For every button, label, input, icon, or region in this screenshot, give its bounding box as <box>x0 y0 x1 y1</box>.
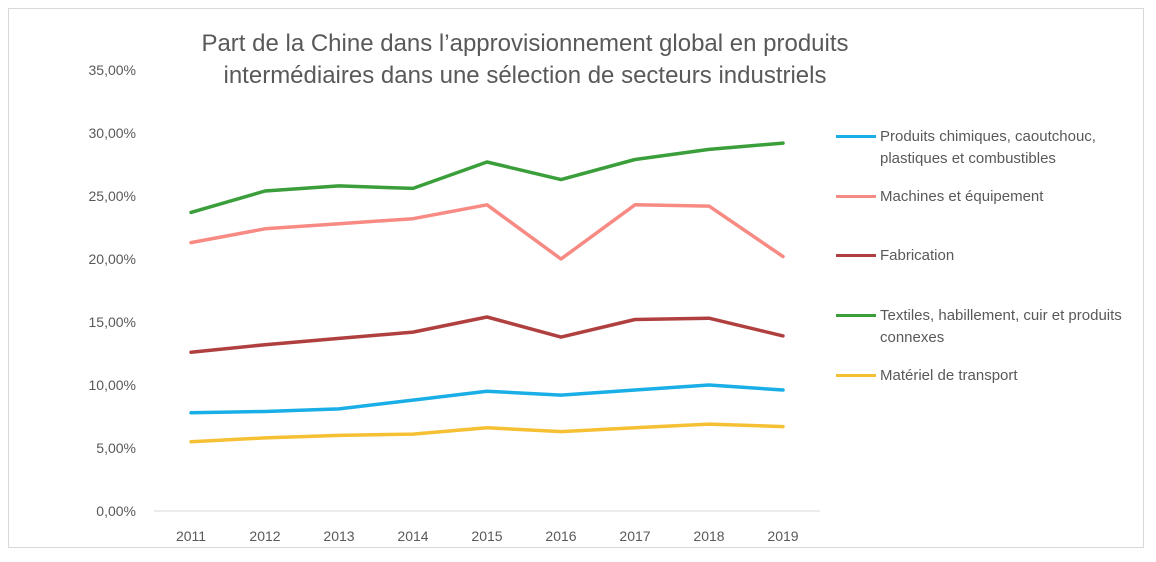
chart-title: Part de la Chine dans l’approvisionnemen… <box>160 28 890 92</box>
legend-label-textiles: Textiles, habillement, cuir et produits … <box>880 307 1122 346</box>
legend-swatch-chimie <box>836 135 876 138</box>
legend-label-transport: Matériel de transport <box>880 367 1018 384</box>
y-tick-label: 5,00% <box>96 440 136 456</box>
x-tick-label: 2011 <box>176 528 206 544</box>
x-tick-label: 2016 <box>545 528 576 544</box>
x-tick-label: 2012 <box>249 528 280 544</box>
series-line-fabrication <box>189 315 785 354</box>
x-tick-label: 2014 <box>397 528 428 544</box>
y-tick-label: 10,00% <box>89 377 136 393</box>
y-tick-label: 30,00% <box>89 125 136 141</box>
legend-swatch-machines <box>836 195 876 198</box>
legend-label-chimie: Produits chimiques, caoutchouc, plastiqu… <box>880 128 1096 167</box>
legend-swatch-transport <box>836 374 876 377</box>
series-line-chimie <box>189 383 785 415</box>
legend-swatch-textiles <box>836 314 876 317</box>
chart-title-line-2: intermédiaires dans une sélection de sec… <box>223 62 827 89</box>
series-line-machines <box>189 203 785 261</box>
x-tick-label: 2018 <box>693 528 724 544</box>
x-tick-label: 2019 <box>767 528 798 544</box>
legend-label-machines: Machines et équipement <box>880 188 1044 205</box>
x-tick-label: 2015 <box>471 528 502 544</box>
y-tick-label: 15,00% <box>89 314 136 330</box>
legend-label-fabrication: Fabrication <box>880 247 955 264</box>
series-line-transport <box>189 422 785 444</box>
series-line-textiles <box>189 141 785 215</box>
legend-swatch-fabrication <box>836 254 876 257</box>
chart-frame <box>8 8 1144 548</box>
chart-title-line-1: Part de la Chine dans l’approvisionnemen… <box>201 30 849 57</box>
x-tick-label: 2017 <box>619 528 650 544</box>
y-tick-label: 0,00% <box>96 503 136 519</box>
y-tick-label: 20,00% <box>89 251 136 267</box>
y-tick-label: 25,00% <box>89 188 136 204</box>
x-tick-label: 2013 <box>323 528 354 544</box>
y-tick-label: 35,00% <box>89 62 136 78</box>
